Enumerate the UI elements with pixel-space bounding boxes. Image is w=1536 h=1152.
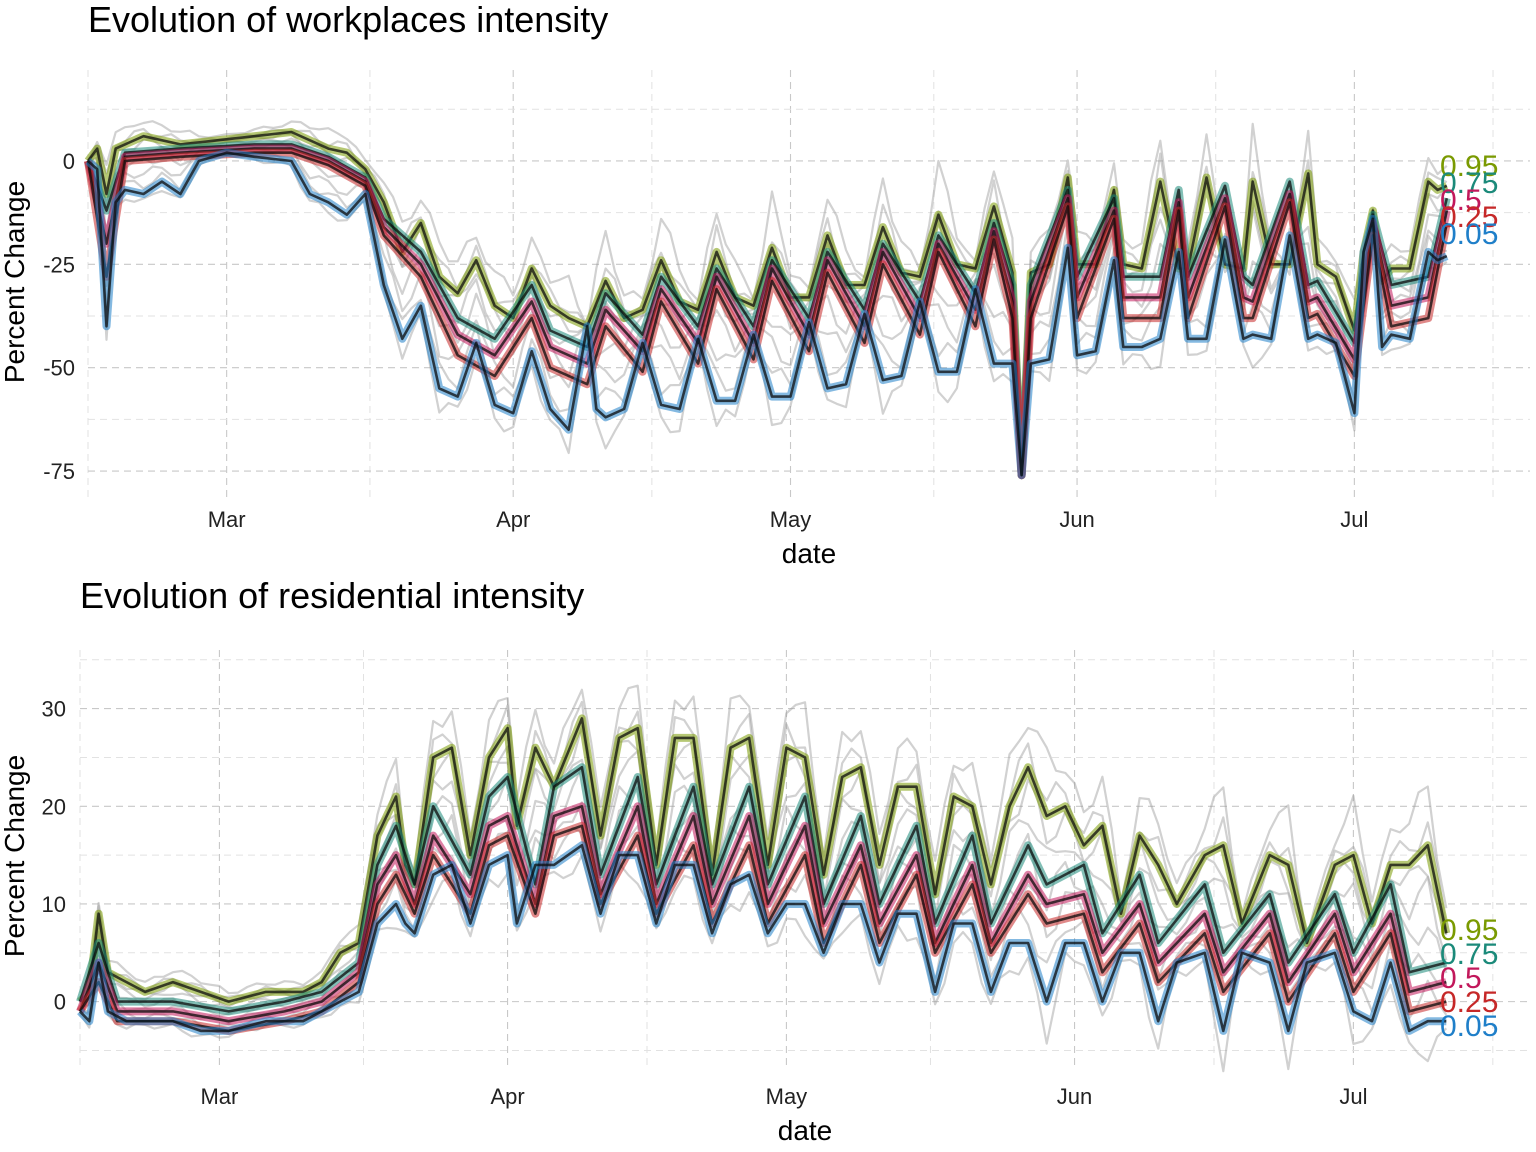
quantile-label-05: 0.5 <box>1440 184 1482 217</box>
workplaces-chart-title: Evolution of workplaces intensity <box>88 0 608 40</box>
workplaces-x-axis-title: date <box>782 538 837 569</box>
quantile-label-025: 0.25 <box>1440 986 1498 1019</box>
residential-panel: Evolution of residential intensity date … <box>0 575 1530 1146</box>
series-outline-q075 <box>78 765 1447 1013</box>
y-tick-label: -50 <box>43 356 75 381</box>
series-outline-q005 <box>79 843 1447 1033</box>
y-tick-label: -25 <box>43 252 75 277</box>
quantile-label-095: 0.95 <box>1440 150 1498 183</box>
x-tick-label: Apr <box>490 1084 524 1109</box>
y-tick-label: 0 <box>63 149 75 174</box>
workplaces-panel: Evolution of workplaces intensity date P… <box>0 0 1530 569</box>
residential-y-axis-title: Percent Change <box>0 755 30 957</box>
residential-series <box>76 714 1451 1035</box>
x-tick-label: Jun <box>1059 507 1094 532</box>
y-tick-label: -75 <box>43 459 75 484</box>
series-outline-q025 <box>86 151 1449 477</box>
x-tick-label: May <box>770 507 812 532</box>
y-tick-label: 0 <box>54 990 66 1015</box>
quantile-label-005: 0.05 <box>1440 218 1498 251</box>
quantile-label-025: 0.25 <box>1440 201 1498 234</box>
quantile-label-075: 0.75 <box>1440 938 1498 971</box>
residential-tick-labels: Mar Apr May Jun Jul 0 10 20 30 <box>42 697 1368 1109</box>
series-outline-q095 <box>79 717 1448 1003</box>
x-tick-label: Jul <box>1340 507 1368 532</box>
series-outline-q095 <box>86 130 1448 477</box>
x-tick-label: Jul <box>1339 1084 1367 1109</box>
x-tick-label: Jun <box>1057 1084 1092 1109</box>
residential-x-axis-title: date <box>778 1115 833 1146</box>
series-outline-q025 <box>78 824 1447 1033</box>
y-tick-label: 20 <box>42 794 66 819</box>
x-tick-label: Apr <box>496 507 530 532</box>
series-outline-q05 <box>78 804 1447 1023</box>
y-tick-label: 30 <box>42 697 66 722</box>
quantile-label-095: 0.95 <box>1440 914 1498 947</box>
workplaces-tick-labels: Mar Apr May Jun Jul 0 -25 -50 -75 <box>43 149 1368 532</box>
x-tick-label: May <box>766 1084 808 1109</box>
series-outline-q005 <box>87 151 1448 477</box>
quantile-label-005: 0.05 <box>1440 1010 1498 1043</box>
y-tick-label: 10 <box>42 892 66 917</box>
x-tick-label: Mar <box>208 507 246 532</box>
workplaces-series <box>84 128 1451 480</box>
series-outline-q075 <box>86 143 1449 477</box>
residential-chart-title: Evolution of residential intensity <box>80 575 584 616</box>
workplaces-quantile-labels: 0.950.750.50.250.05 <box>1440 150 1498 251</box>
series-outline-q05 <box>86 147 1449 477</box>
quantile-label-05: 0.5 <box>1440 962 1482 995</box>
x-tick-label: Mar <box>200 1084 238 1109</box>
workplaces-y-axis-title: Percent Change <box>0 181 30 383</box>
residential-quantile-labels: 0.950.750.50.250.05 <box>1440 914 1498 1043</box>
quantile-label-075: 0.75 <box>1440 167 1498 200</box>
